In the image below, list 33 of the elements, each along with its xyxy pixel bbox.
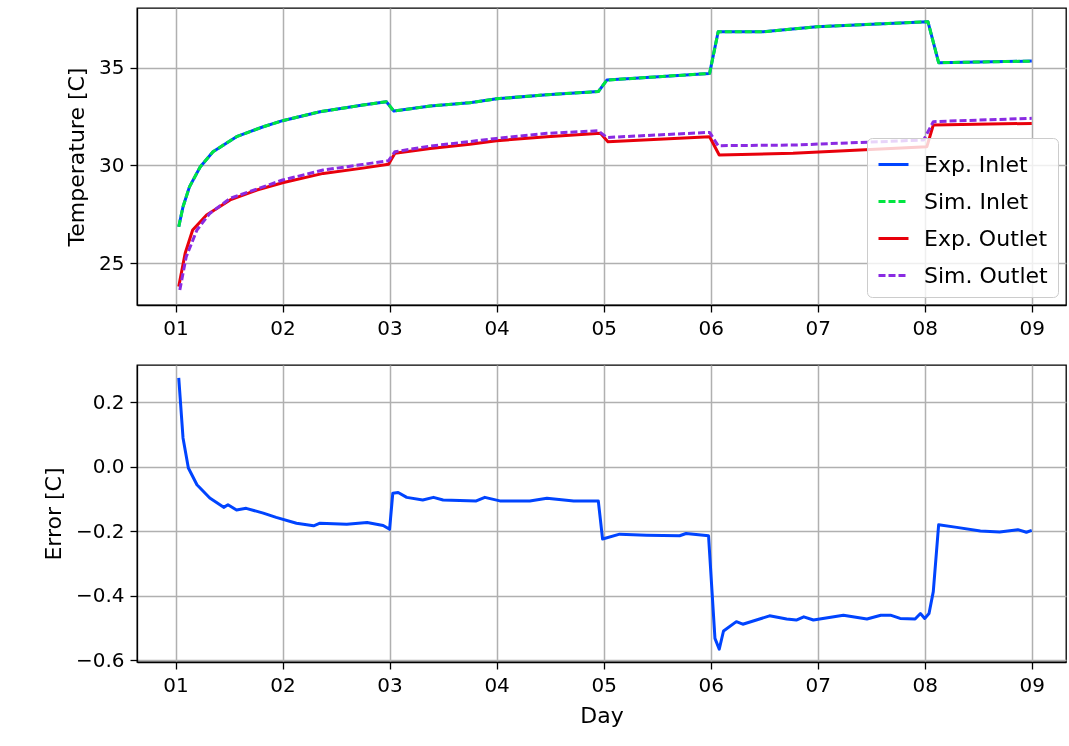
x-tick-label: 05 xyxy=(591,672,617,697)
x-tick-label: 03 xyxy=(377,672,403,697)
legend-label: Sim. Outlet xyxy=(924,262,1049,288)
x-tick-label: 08 xyxy=(912,315,938,340)
y-tick-label: 30 xyxy=(99,152,125,177)
x-axis-title: Day xyxy=(580,702,624,728)
y-tick-label: 25 xyxy=(99,250,125,275)
y-tick-label: 0.2 xyxy=(92,389,125,414)
y-axis-title: Temperature [C] xyxy=(64,67,90,248)
x-tick-label: 07 xyxy=(805,672,831,697)
x-tick-label: 09 xyxy=(1019,672,1045,697)
x-tick-label: 03 xyxy=(377,315,403,340)
legend-label: Exp. Outlet xyxy=(924,225,1048,251)
y-axis-title: Error [C] xyxy=(40,467,66,561)
x-tick-label: 02 xyxy=(270,315,296,340)
x-tick-label: 07 xyxy=(805,315,831,340)
x-tick-label: 06 xyxy=(698,672,724,697)
x-tick-label: 04 xyxy=(484,315,510,340)
x-tick-label: 05 xyxy=(591,315,617,340)
legend-label: Exp. Inlet xyxy=(924,151,1028,177)
legend-label: Sim. Inlet xyxy=(924,188,1029,214)
y-tick-label: 35 xyxy=(99,55,125,80)
y-tick-label: −0.6 xyxy=(75,647,125,672)
x-tick-label: 06 xyxy=(698,315,724,340)
y-tick-label: 0.0 xyxy=(92,454,125,479)
x-tick-label: 04 xyxy=(484,672,510,697)
x-tick-label: 01 xyxy=(163,315,189,340)
x-tick-label: 02 xyxy=(270,672,296,697)
x-tick-label: 09 xyxy=(1019,315,1045,340)
x-tick-label: 08 xyxy=(912,672,938,697)
y-tick-label: −0.2 xyxy=(75,518,125,543)
x-tick-label: 01 xyxy=(163,672,189,697)
y-tick-label: −0.4 xyxy=(75,583,125,608)
